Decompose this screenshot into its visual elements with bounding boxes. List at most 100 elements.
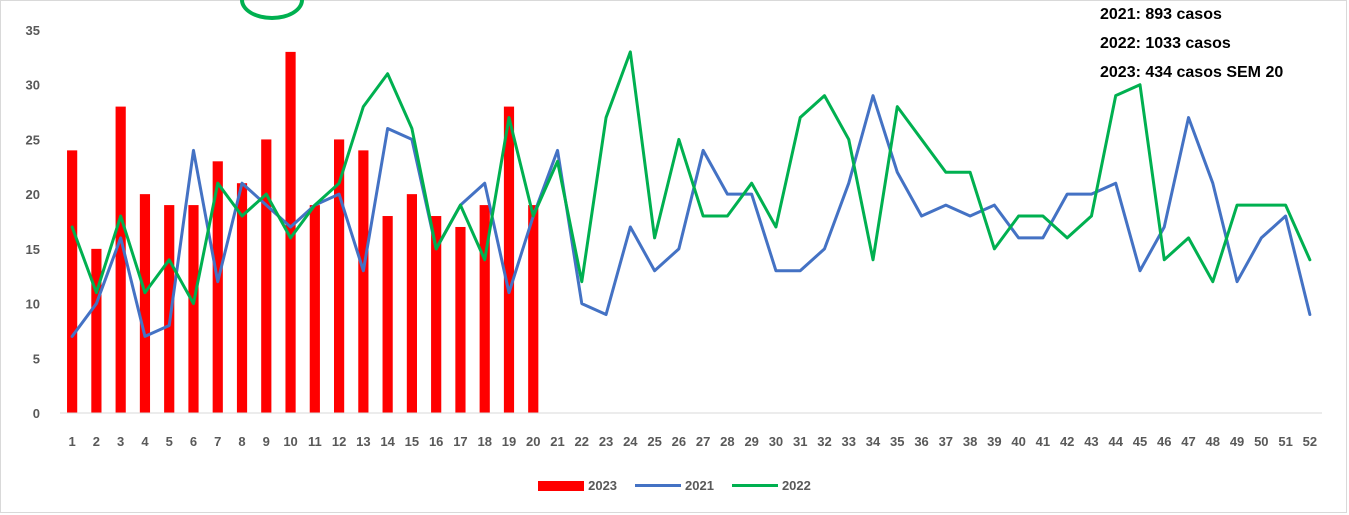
y-tick-label: 25 — [26, 132, 40, 147]
legend-item-2022: 2022 — [731, 478, 811, 493]
x-tick-label: 29 — [744, 434, 758, 449]
x-tick-label: 18 — [477, 434, 491, 449]
bar-2023-week-13 — [358, 150, 369, 413]
legend-swatch-2023 — [538, 480, 585, 491]
x-tick-label: 36 — [914, 434, 928, 449]
x-tick-label: 30 — [769, 434, 783, 449]
x-tick-label: 15 — [405, 434, 419, 449]
x-axis-ticks: 1 2 3 4 5 6 7 8 9 10 11 12 13 14 15 16 17 18 19 20 21 22 23 24 2… — [69, 434, 1318, 449]
line-series — [70, 50, 1312, 338]
x-tick-label: 21 — [550, 434, 564, 449]
x-tick-label: 40 — [1011, 434, 1025, 449]
bar-2023-week-5 — [164, 205, 175, 413]
x-tick-label: 35 — [890, 434, 904, 449]
line-2021 — [70, 94, 1312, 338]
bar-2023-week-15 — [406, 194, 418, 413]
x-tick-label: 34 — [866, 434, 881, 449]
x-tick-label: 24 — [623, 434, 638, 449]
x-tick-label: 48 — [1206, 434, 1220, 449]
x-tick-label: 5 — [166, 434, 173, 449]
x-tick-label: 45 — [1133, 434, 1147, 449]
x-tick-label: 3 — [117, 434, 124, 449]
x-tick-label: 26 — [672, 434, 686, 449]
x-tick-label: 19 — [502, 434, 516, 449]
x-tick-label: 47 — [1181, 434, 1195, 449]
x-tick-label: 50 — [1254, 434, 1268, 449]
y-tick-label: 35 — [26, 23, 40, 38]
x-tick-label: 32 — [817, 434, 831, 449]
bar-2023-week-17 — [455, 226, 466, 413]
legend-label-2021: 2021 — [685, 478, 714, 493]
x-tick-label: 8 — [238, 434, 245, 449]
legend-item-2023: 2023 — [538, 478, 617, 493]
bar-2023-week-9 — [261, 139, 272, 413]
annotation-2021: 2021: 893 casos — [1100, 6, 1222, 23]
bar-2023-week-18 — [479, 205, 490, 413]
x-tick-label: 25 — [647, 434, 661, 449]
x-tick-label: 39 — [987, 434, 1001, 449]
bar-2023-week-6 — [188, 205, 199, 413]
x-tick-label: 37 — [939, 434, 953, 449]
bar-2023-week-12 — [333, 139, 345, 413]
legend-item-2021: 2021 — [635, 478, 714, 493]
legend: 2023 2021 2022 — [0, 478, 1349, 493]
x-tick-label: 4 — [141, 434, 149, 449]
x-tick-label: 44 — [1108, 434, 1123, 449]
bar-2023-week-19 — [503, 106, 515, 413]
x-tick-label: 11 — [308, 434, 322, 449]
bar-2023-week-16 — [431, 216, 442, 413]
annotation-2023: 2023: 434 casos SEM 20 — [1100, 64, 1284, 81]
x-tick-label: 46 — [1157, 434, 1171, 449]
bar-2023-week-7 — [212, 161, 223, 413]
annotation-2022: 2022: 1033 casos — [1100, 35, 1231, 52]
x-tick-label: 31 — [793, 434, 807, 449]
x-tick-label: 38 — [963, 434, 977, 449]
x-tick-label: 28 — [720, 434, 734, 449]
x-tick-label: 23 — [599, 434, 613, 449]
bar-2023-week-2 — [91, 248, 102, 413]
x-tick-label: 10 — [283, 434, 297, 449]
bar-2023-week-8 — [236, 183, 248, 413]
y-tick-label: 10 — [26, 297, 40, 312]
bar-2023-week-20 — [528, 205, 539, 413]
x-tick-label: 1 — [69, 434, 76, 449]
x-tick-label: 27 — [696, 434, 710, 449]
x-tick-label: 22 — [575, 434, 589, 449]
x-tick-label: 2 — [93, 434, 100, 449]
x-tick-label: 20 — [526, 434, 540, 449]
x-tick-label: 33 — [842, 434, 856, 449]
x-tick-label: 16 — [429, 434, 443, 449]
x-tick-label: 51 — [1278, 434, 1292, 449]
bars-2023 — [67, 51, 539, 414]
y-tick-label: 30 — [26, 78, 40, 93]
x-tick-label: 9 — [263, 434, 270, 449]
x-tick-label: 14 — [380, 434, 395, 449]
legend-swatch-2022 — [731, 484, 778, 487]
bar-2023-week-14 — [382, 216, 393, 413]
x-tick-label: 13 — [356, 434, 370, 449]
y-tick-label: 20 — [26, 187, 40, 202]
legend-swatch-2021 — [635, 484, 682, 487]
bar-2023-week-4 — [139, 194, 151, 413]
x-tick-label: 49 — [1230, 434, 1244, 449]
x-tick-label: 7 — [214, 434, 221, 449]
y-tick-label: 15 — [26, 242, 40, 257]
y-tick-label: 5 — [33, 351, 40, 366]
bar-2023-week-3 — [115, 106, 126, 413]
x-tick-label: 17 — [453, 434, 467, 449]
x-tick-label: 52 — [1303, 434, 1317, 449]
bar-2023-week-1 — [67, 150, 78, 413]
bar-2023-week-11 — [309, 205, 320, 413]
legend-label-2022: 2022 — [781, 478, 811, 493]
line-2022 — [70, 50, 1312, 306]
x-tick-label: 6 — [190, 434, 197, 449]
x-tick-label: 42 — [1060, 434, 1074, 449]
x-tick-label: 41 — [1036, 434, 1050, 449]
x-tick-label: 12 — [332, 434, 346, 449]
y-axis-ticks: 0 5 10 15 20 25 30 35 — [26, 23, 40, 421]
y-tick-label: 0 — [33, 406, 40, 421]
x-tick-label: 43 — [1084, 434, 1098, 449]
legend-label-2023: 2023 — [588, 478, 618, 493]
bar-2023-week-10 — [285, 51, 296, 414]
